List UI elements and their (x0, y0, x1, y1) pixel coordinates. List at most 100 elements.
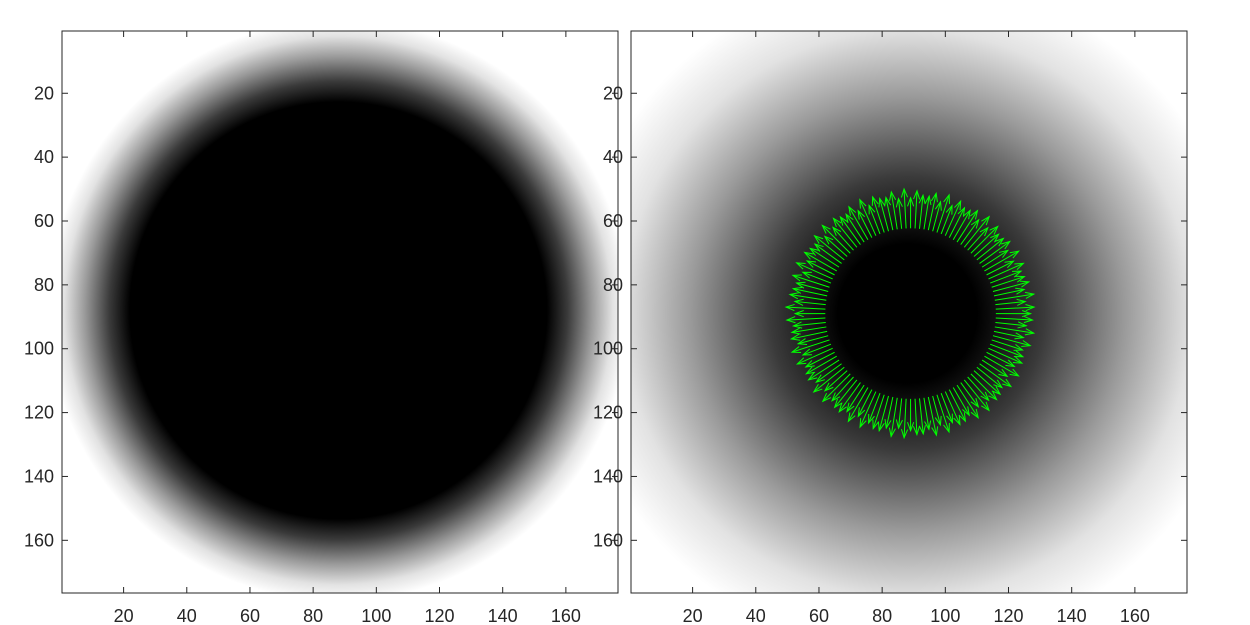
quiver-arrow (804, 355, 837, 375)
quiver-arrow (970, 373, 998, 401)
quiver-arrow (791, 286, 828, 297)
quiver-arrow (877, 395, 889, 433)
quiver-arrow (803, 251, 837, 272)
quiver-arrow (973, 370, 1002, 396)
quiver-arrow (952, 387, 970, 417)
quiver-arrow (994, 326, 1036, 336)
quiver-arrow (808, 247, 840, 268)
quiver-arrow (789, 330, 828, 341)
quiver-arrow (967, 376, 990, 402)
quiver-arrow (823, 370, 848, 392)
quiver-arrow (845, 212, 865, 243)
quiver-arrow (785, 316, 826, 324)
quiver-arrow (990, 343, 1025, 358)
quiver-arrow (995, 304, 1036, 312)
quiver-arrow (986, 260, 1015, 276)
quiver-arrow (900, 398, 909, 440)
x-tick-label: 140 (1057, 606, 1087, 625)
quiver-arrow (993, 287, 1026, 297)
left-image-field (62, 31, 618, 593)
quiver-arrow (923, 194, 932, 230)
right-axis-ticks: 20 40 60 80 100 120 140 160 20 40 60 80 100 120 140 160 (593, 31, 1187, 625)
x-tick-label: 160 (551, 606, 581, 625)
quiver-arrow (832, 217, 858, 248)
y-tick-label: 40 (34, 147, 54, 167)
quiver-arrow (995, 321, 1028, 329)
quiver-arrow (956, 384, 980, 419)
quiver-arrow (948, 389, 967, 423)
quiver-arrow (995, 316, 1034, 324)
x-tick-label: 20 (683, 606, 703, 625)
quiver-arrow (888, 397, 898, 438)
quiver-arrow (918, 398, 926, 436)
quiver-arrow (979, 240, 1011, 264)
y-tick-label: 80 (34, 275, 54, 295)
y-tick-label: 60 (603, 211, 623, 231)
quiver-arrow (804, 351, 835, 368)
quiver-arrow (790, 339, 830, 353)
y-tick-label: 20 (603, 83, 623, 103)
quiver-arrow (884, 196, 894, 231)
quiver-arrow (790, 326, 827, 335)
quiver-arrow (944, 391, 961, 426)
quiver-arrow (784, 303, 826, 312)
y-tick-label: 120 (593, 403, 623, 423)
quiver-arrow (878, 196, 889, 232)
quiver-arrow (990, 270, 1023, 284)
x-tick-label: 80 (303, 606, 323, 625)
quiver-arrow (912, 398, 921, 437)
quiver-arrow (976, 366, 1004, 389)
x-tick-label: 160 (1120, 606, 1150, 625)
quiver-arrow (831, 376, 854, 402)
quiver-arrow (984, 250, 1020, 272)
y-tick-label: 140 (24, 466, 54, 486)
quiver-arrow (795, 262, 833, 280)
quiver-arrow (813, 243, 842, 264)
quiver-arrow (839, 215, 861, 245)
y-tick-label: 80 (603, 275, 623, 295)
quiver-arrow (795, 347, 833, 365)
quiver-arrow (838, 382, 861, 414)
quiver-arrow (833, 379, 858, 409)
quiver-arrow (956, 209, 979, 243)
quiver-arrow (979, 363, 1013, 388)
quiver-arrow (788, 292, 827, 301)
quiver-arrow (857, 209, 873, 238)
quiver-arrow (793, 298, 826, 306)
quiver-arrow (970, 225, 999, 254)
quiver-arrow (960, 382, 980, 409)
quiver-arrow (795, 281, 829, 293)
quiver-arrow (813, 234, 845, 261)
quiver-arrow (948, 206, 966, 238)
quiver-arrow (963, 379, 990, 412)
y-tick-label: 40 (603, 147, 623, 167)
quiver-arrow (884, 396, 894, 430)
quiver-arrow (913, 189, 921, 229)
quiver-arrow (988, 347, 1024, 364)
quiver-arrow (846, 384, 865, 413)
quiver-arrow (940, 204, 953, 235)
right-plot: 20 40 60 80 100 120 140 160 20 40 60 80 100 120 140 160 (593, 30, 1188, 625)
quiver-arrow (927, 396, 939, 437)
quiver-arrow (801, 343, 832, 356)
y-tick-label: 60 (34, 211, 54, 231)
quiver-arrow (988, 262, 1025, 280)
quiver-arrow (868, 393, 881, 425)
quiver-arrow (815, 363, 842, 384)
quiver-arrow (984, 355, 1020, 377)
y-tick-label: 160 (24, 530, 54, 550)
quiver-arrow (981, 249, 1010, 268)
right-image-field (631, 31, 1187, 593)
quiver-arrow (995, 310, 1033, 318)
quiver-arrow (895, 398, 903, 430)
y-tick-label: 120 (24, 403, 54, 423)
x-tick-label: 100 (930, 606, 960, 625)
x-tick-label: 120 (993, 606, 1023, 625)
quiver-arrow (994, 291, 1036, 301)
quiver-arrow (848, 205, 869, 240)
x-tick-label: 60 (809, 606, 829, 625)
quiver-arrow (895, 197, 903, 229)
left-plot: 20 40 60 80 100 120 140 160 20 40 60 80 100 120 140 160 (24, 30, 619, 625)
quiver-arrow (952, 209, 971, 240)
quiver-arrow (932, 200, 942, 232)
